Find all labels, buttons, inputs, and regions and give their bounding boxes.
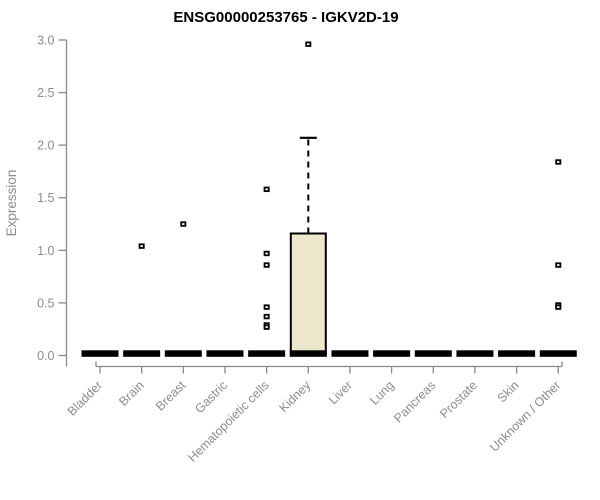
median-line-unknown-other — [539, 350, 577, 357]
outlier-point-center-kidney — [307, 43, 310, 46]
category-label: Brain — [116, 378, 147, 409]
outlier-point-center-breast — [182, 223, 185, 225]
median-line-hematopoietic-cells — [248, 350, 286, 357]
y-axis-label: Expression — [4, 170, 19, 237]
median-line-gastric — [206, 350, 244, 357]
plot-body: 0.0 0.5 1.0 1.5 2.0 2.5 3.0 Bladder Brain Breast G… — [37, 33, 577, 465]
outlier-point-center-unknown-other — [557, 306, 560, 309]
box-kidney — [289, 232, 327, 357]
category-label: Skin — [495, 378, 522, 405]
median-line-prostate — [456, 350, 494, 357]
median-line-kidney — [289, 350, 327, 357]
outlier-point-center-unknown-other — [557, 264, 560, 266]
y-tick-label: 0.0 — [37, 349, 54, 363]
y-tick-label: 2.0 — [37, 139, 54, 153]
category-label: Kidney — [276, 378, 313, 415]
median-line-skin — [498, 350, 536, 357]
outlier-point-center-unknown-other — [557, 161, 560, 163]
category-label: Lung — [367, 378, 397, 408]
category-label: Hematopoietic cells — [185, 378, 272, 465]
outlier-point-center-hematopoietic-cells — [265, 264, 268, 266]
outlier-point-center-hematopoietic-cells — [265, 188, 268, 191]
median-line-pancreas — [414, 350, 452, 357]
category-label: Unknown / Other — [487, 378, 563, 454]
y-tick-label: 1.0 — [37, 244, 54, 258]
category-label: Gastric — [192, 378, 230, 416]
category-label: Liver — [326, 378, 355, 407]
category-label: Bladder — [65, 378, 105, 418]
median-line-brain — [123, 350, 161, 357]
y-tick-label: 3.0 — [37, 33, 54, 47]
outlier-point-center-hematopoietic-cells — [265, 315, 268, 318]
median-line-lung — [373, 350, 411, 357]
category-label: Breast — [153, 378, 189, 414]
outlier-point-center-hematopoietic-cells — [265, 326, 268, 329]
median-line-breast — [164, 350, 202, 357]
chart-title: ENSG00000253765 - IGKV2D-19 — [173, 9, 398, 26]
outlier-point-center-hematopoietic-cells — [265, 252, 268, 255]
median-line-bladder — [81, 350, 119, 357]
y-tick-label: 1.5 — [37, 191, 54, 205]
category-label: Prostate — [437, 378, 480, 421]
y-tick-label: 2.5 — [37, 86, 54, 100]
median-line-liver — [331, 350, 369, 357]
outlier-point-center-hematopoietic-cells — [265, 306, 268, 309]
y-tick-label: 0.5 — [37, 296, 54, 310]
outlier-point-center-brain — [140, 245, 143, 248]
category-label: Pancreas — [391, 378, 438, 425]
